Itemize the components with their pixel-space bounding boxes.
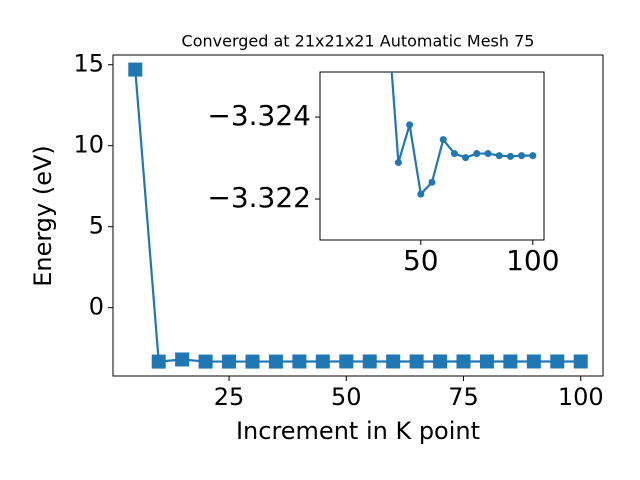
marker <box>268 354 283 369</box>
marker <box>315 354 330 369</box>
marker <box>409 354 424 369</box>
y-tick-label: 10 <box>73 131 104 159</box>
marker <box>479 354 494 369</box>
marker <box>484 150 492 158</box>
marker <box>362 354 377 369</box>
marker <box>175 352 190 367</box>
y-tick-label: 0 <box>89 293 104 321</box>
marker <box>339 354 354 369</box>
marker <box>529 152 537 160</box>
x-tick-label: 75 <box>448 383 479 411</box>
x-axis-label: Increment in K point <box>236 417 480 445</box>
marker <box>439 136 447 144</box>
marker <box>151 354 166 369</box>
y-tick-label: −3.322 <box>207 181 311 214</box>
x-tick-label: 100 <box>558 383 604 411</box>
marker <box>506 152 514 160</box>
marker <box>456 354 471 369</box>
marker <box>433 354 448 369</box>
chart-title: Converged at 21x21x21 Automatic Mesh 75 <box>182 32 535 51</box>
marker <box>386 354 401 369</box>
marker <box>198 354 213 369</box>
marker <box>406 121 414 129</box>
marker <box>222 354 237 369</box>
marker <box>428 178 436 186</box>
marker <box>245 354 260 369</box>
marker <box>503 354 518 369</box>
x-tick-label: 100 <box>506 244 559 277</box>
x-tick-label: 50 <box>331 383 362 411</box>
x-tick-label: 25 <box>214 383 245 411</box>
y-axis-label: Energy (eV) <box>29 145 57 287</box>
marker <box>473 150 481 158</box>
marker <box>550 354 565 369</box>
marker <box>573 354 588 369</box>
plot-area <box>384 7 537 198</box>
marker <box>450 150 458 158</box>
y-tick-label: −3.324 <box>207 99 311 132</box>
marker <box>384 7 391 14</box>
x-tick-label: 50 <box>403 244 439 277</box>
y-tick-label: 5 <box>89 212 104 240</box>
marker <box>128 62 143 77</box>
marker <box>462 154 470 162</box>
marker <box>518 152 526 160</box>
marker <box>526 354 541 369</box>
marker <box>292 354 307 369</box>
marker <box>394 159 402 167</box>
plot-area <box>128 62 588 369</box>
y-tick-label: 15 <box>73 50 104 78</box>
marker <box>495 152 503 160</box>
marker <box>417 190 425 198</box>
